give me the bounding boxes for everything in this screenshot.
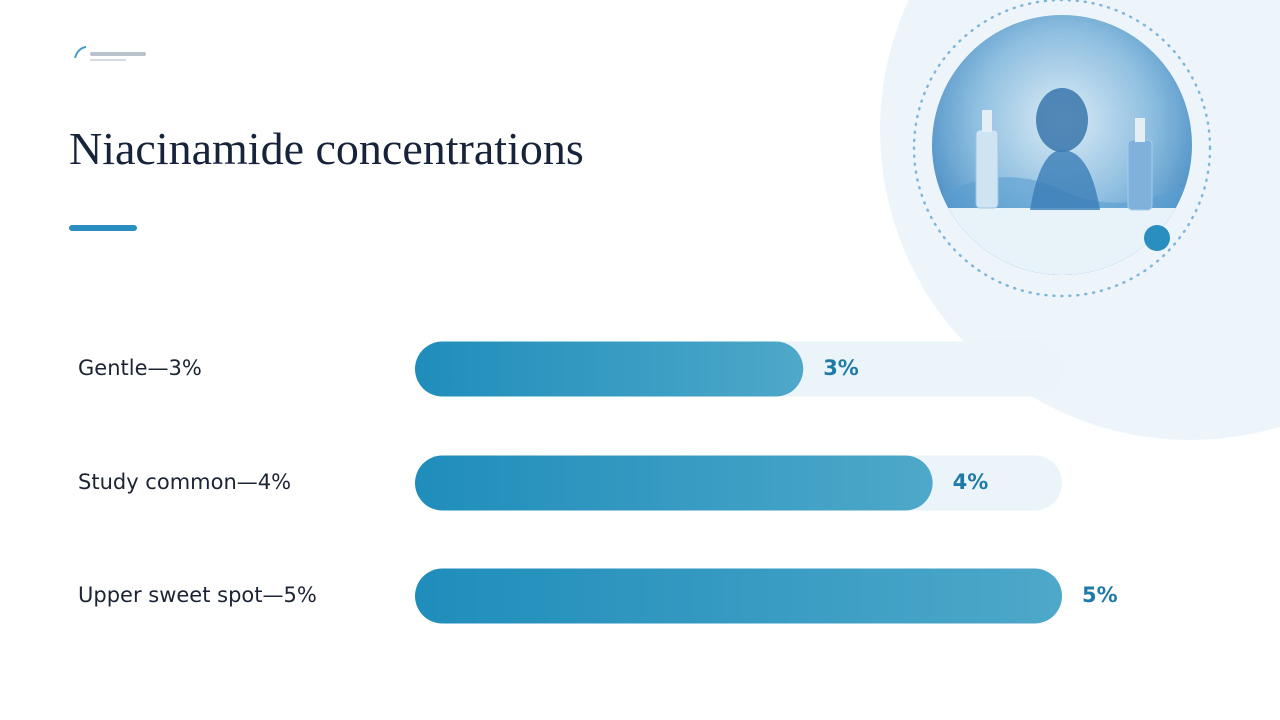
logo-wordmark [90,52,146,56]
value-label: 3% [823,356,859,380]
illustration-bottle [1127,139,1153,211]
illustration-bottle [975,129,999,209]
value-label: 5% [1082,583,1118,607]
bar [415,341,804,397]
category-label: Gentle—3% [78,356,202,380]
dotted-ring [912,0,1212,298]
illustration-dropper [982,110,992,132]
accent-dot [1144,225,1170,251]
category-label: Upper sweet spot—5% [78,583,317,607]
chart-title: Niacinamide concentrations [69,123,584,174]
logo-tagline [90,59,126,61]
illustration-dropper [1135,118,1145,142]
title-accent [69,225,137,231]
bar [415,568,1062,624]
logo [74,46,146,61]
bar [415,455,933,511]
illustration-head [1036,88,1088,152]
logo-mark [74,46,87,59]
value-label: 4% [953,470,989,494]
category-label: Study common—4% [78,470,291,494]
illustration-body [1030,150,1100,210]
